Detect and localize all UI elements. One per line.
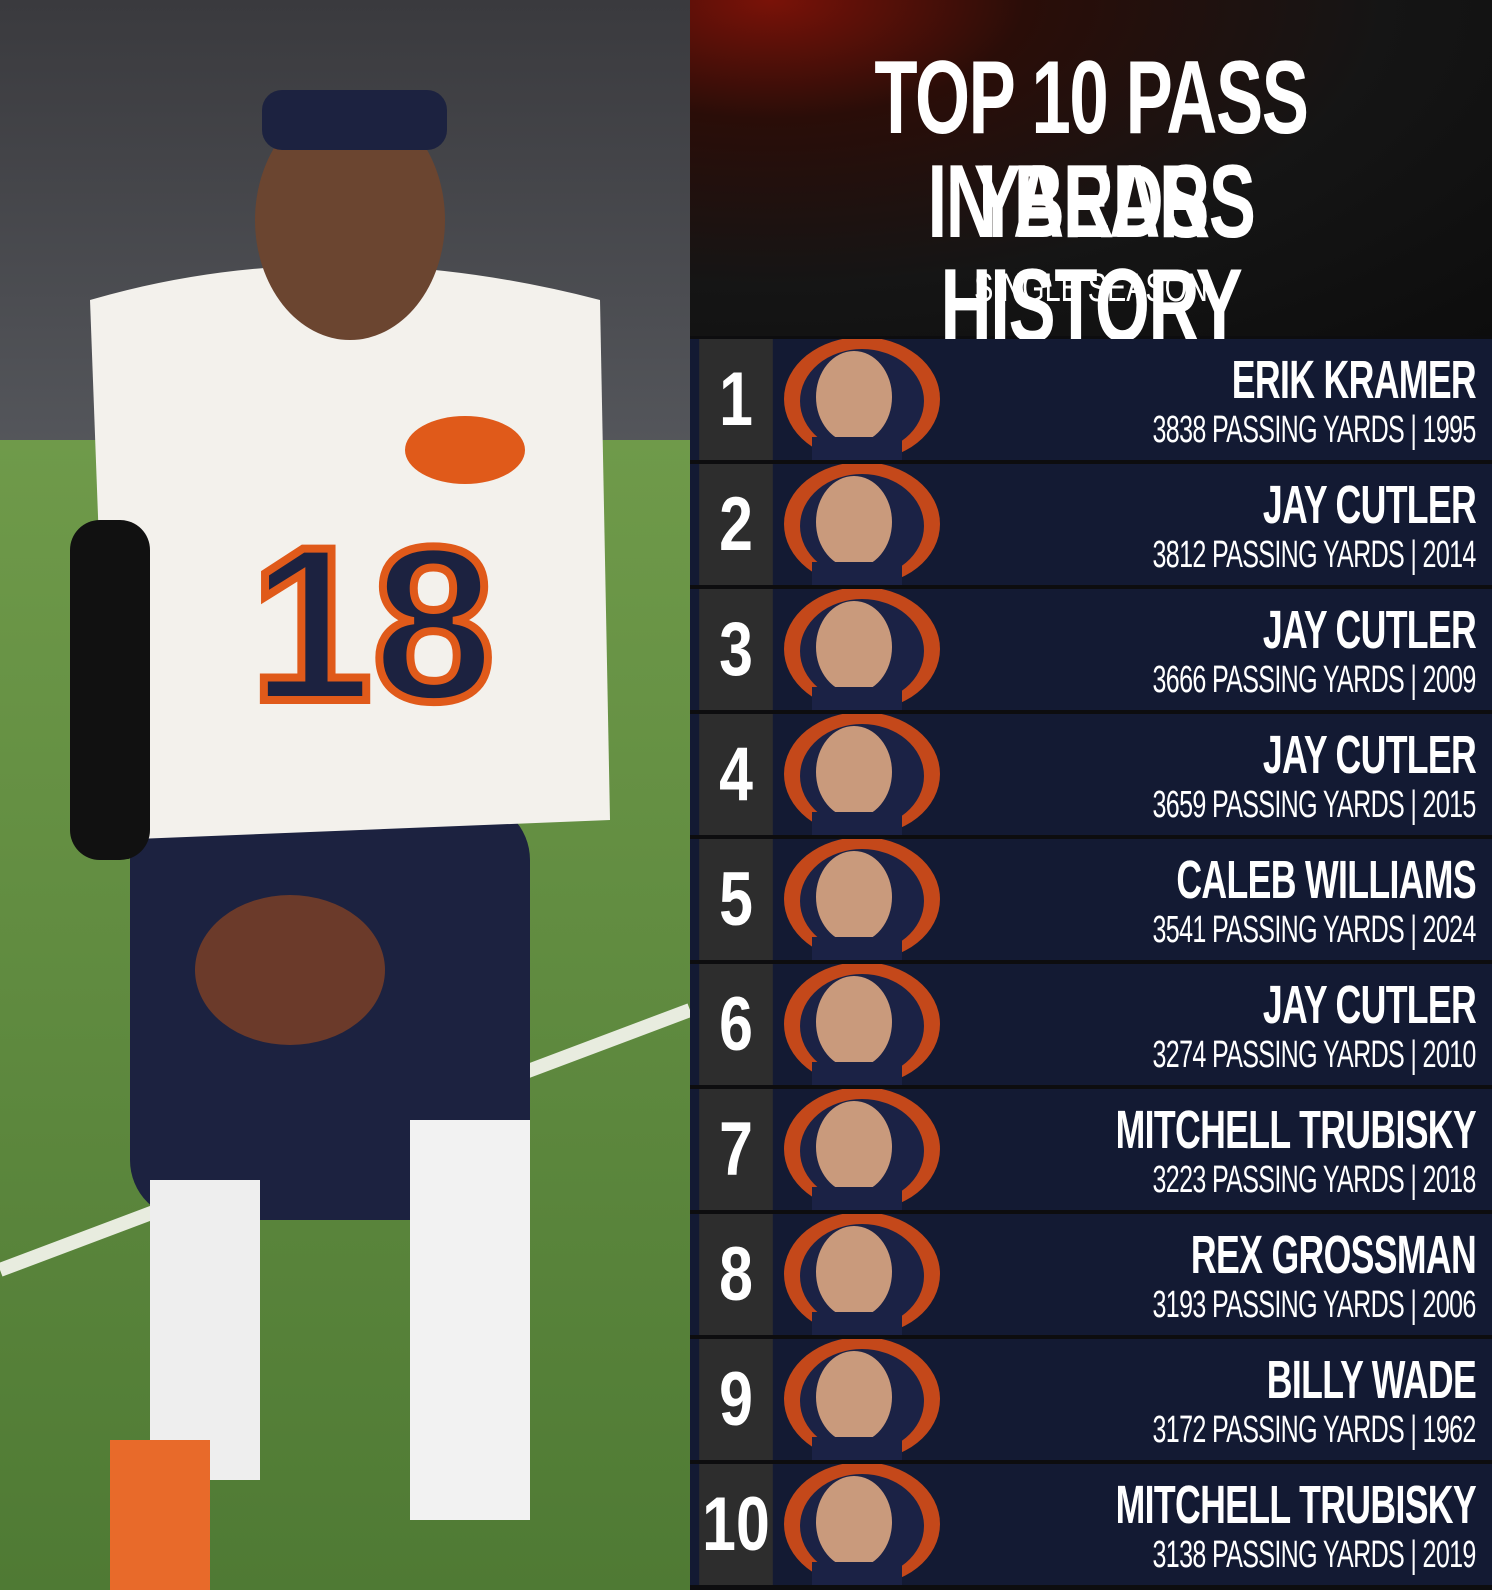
ranking-row: 6 JAY CUTLER 3274 PASSING YARDS | 2010 — [690, 964, 1492, 1085]
player-headshot — [784, 1339, 940, 1460]
ranking-panel: TOP 10 PASS YARDS IN BEARS HISTORY SINGL… — [690, 0, 1492, 1590]
player-headshot — [784, 1214, 940, 1335]
player-stat: 3659 PASSING YARDS | 2015 — [1152, 784, 1477, 826]
player-headshot — [784, 714, 940, 835]
player-name: JAY CUTLER — [1262, 600, 1477, 660]
rank: 6 — [699, 964, 773, 1085]
player-headshot — [784, 1464, 940, 1585]
rank: 2 — [699, 464, 773, 585]
player-name: MITCHELL TRUBISKY — [1115, 1100, 1477, 1160]
rank: 1 — [699, 339, 773, 460]
rank: 4 — [699, 714, 773, 835]
player-stat: 3838 PASSING YARDS | 1995 — [1152, 409, 1477, 451]
player-name: REX GROSSMAN — [1190, 1225, 1477, 1285]
subtitle: SINGLE SEASON — [974, 266, 1208, 310]
rank: 8 — [699, 1214, 773, 1335]
rank: 10 — [699, 1464, 773, 1585]
player-stat: 3172 PASSING YARDS | 1962 — [1152, 1409, 1477, 1451]
title-line: IN BEARS HISTORY — [927, 144, 1255, 364]
player-name: JAY CUTLER — [1262, 725, 1477, 785]
player-name: JAY CUTLER — [1262, 475, 1477, 535]
hero-photo: 18 — [0, 0, 690, 1590]
player-stat: 3274 PASSING YARDS | 2010 — [1152, 1034, 1477, 1076]
player-headshot — [784, 839, 940, 960]
player-name: JAY CUTLER — [1262, 975, 1477, 1035]
player-headshot — [784, 1089, 940, 1210]
player-headshot — [784, 964, 940, 1085]
ranking-row: 8 REX GROSSMAN 3193 PASSING YARDS | 2006 — [690, 1214, 1492, 1335]
player-headshot — [784, 339, 940, 460]
player-stat: 3666 PASSING YARDS | 2009 — [1152, 659, 1477, 701]
player-headshot — [784, 589, 940, 710]
player-name: BILLY WADE — [1266, 1350, 1477, 1410]
ranking-row: 7 MITCHELL TRUBISKY 3223 PASSING YARDS | 2… — [690, 1089, 1492, 1210]
player-headshot — [784, 464, 940, 585]
ranking-row: 9 BILLY WADE 3172 PASSING YARDS | 1962 — [690, 1339, 1492, 1460]
rank: 5 — [699, 839, 773, 960]
player-name: MITCHELL TRUBISKY — [1115, 1475, 1477, 1535]
player-name: ERIK KRAMER — [1231, 350, 1477, 410]
rank: 7 — [699, 1089, 773, 1210]
player-stat: 3193 PASSING YARDS | 2006 — [1152, 1284, 1477, 1326]
title-line: TOP 10 PASS YARDS — [874, 40, 1309, 260]
ranking-row: 10 MITCHELL TRUBISKY 3138 PASSING YARDS | … — [690, 1464, 1492, 1585]
header: TOP 10 PASS YARDS IN BEARS HISTORY SINGL… — [690, 0, 1492, 358]
ranking-row: 4 JAY CUTLER 3659 PASSING YARDS | 2015 — [690, 714, 1492, 835]
ranking-row: 5 CALEB WILLIAMS 3541 PASSING YARDS | 2024 — [690, 839, 1492, 960]
ranking-row: 3 JAY CUTLER 3666 PASSING YARDS | 2009 — [690, 589, 1492, 710]
rank: 3 — [699, 589, 773, 710]
rank: 9 — [699, 1339, 773, 1460]
player-stat: 3541 PASSING YARDS | 2024 — [1152, 909, 1477, 951]
svg-text:18: 18 — [250, 501, 495, 747]
player-stat: 3812 PASSING YARDS | 2014 — [1152, 534, 1477, 576]
ranking-row: 1 ERIK KRAMER 3838 PASSING YARDS | 1995 — [690, 339, 1492, 460]
player-name: CALEB WILLIAMS — [1176, 850, 1476, 910]
player-stat: 3138 PASSING YARDS | 2019 — [1152, 1534, 1477, 1576]
player-stat: 3223 PASSING YARDS | 2018 — [1152, 1159, 1477, 1201]
ranking-row: 2 JAY CUTLER 3812 PASSING YARDS | 2014 — [690, 464, 1492, 585]
